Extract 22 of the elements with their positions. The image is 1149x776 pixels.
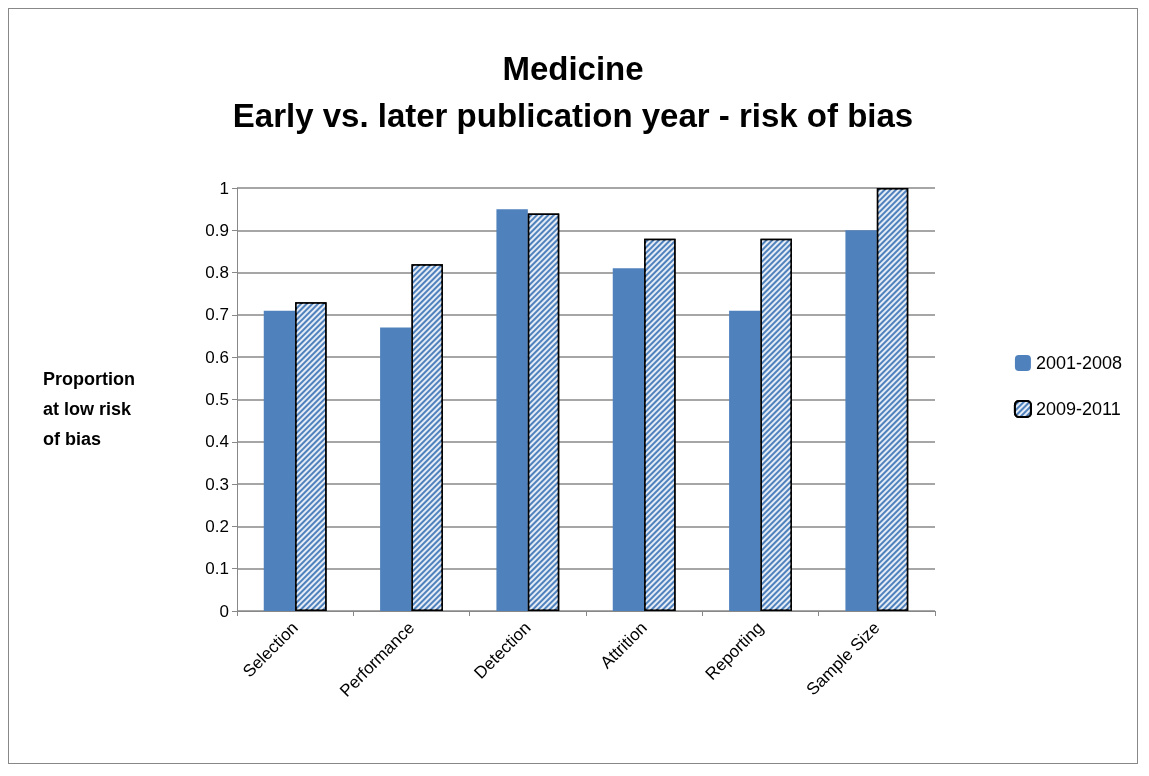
- y-tick-label: 0.5: [205, 390, 229, 409]
- y-tick-label: 0.8: [205, 263, 229, 283]
- y-tick-label: 1: [219, 178, 229, 198]
- y-tick-label: 0: [219, 601, 229, 621]
- legend-label: 2001-2008: [1035, 353, 1123, 373]
- bar: [729, 310, 761, 611]
- bar: [263, 310, 296, 611]
- legend-label: 2009-2011: [1035, 399, 1121, 419]
- y-tick-label: 0.3: [205, 474, 229, 494]
- y-tick-label: 0.6: [205, 347, 229, 367]
- bar: [845, 230, 877, 611]
- y-axis-title: Proportion at low risk of bias: [43, 369, 140, 449]
- y-tick-label: 0.4: [205, 432, 229, 452]
- y-tick-label: 0.1: [205, 559, 229, 579]
- y-tick-label: 0.7: [205, 305, 229, 325]
- y-tick-label: 0.2: [205, 516, 229, 536]
- bar: [496, 209, 528, 611]
- chart-subtitle: Early vs. later publication year - risk of bias: [232, 97, 914, 134]
- bar: [380, 327, 412, 611]
- y-tick-label: 0.9: [205, 220, 229, 240]
- chart-title: Medicine: [502, 50, 644, 87]
- bar: [612, 268, 645, 611]
